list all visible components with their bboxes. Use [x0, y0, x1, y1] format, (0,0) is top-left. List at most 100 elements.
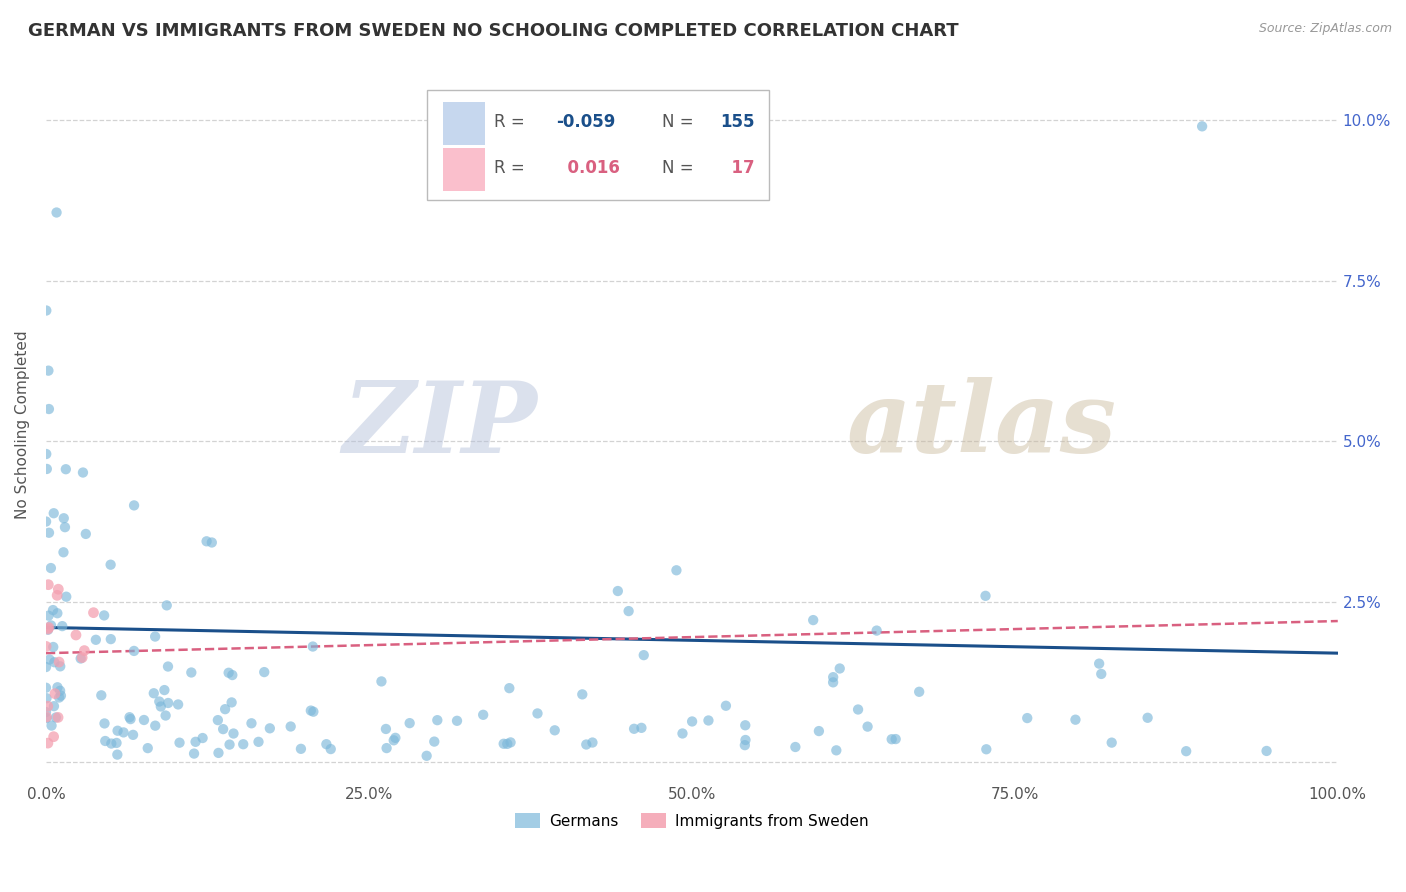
Point	[1175, 744, 1198, 758]
Point	[42, 730, 65, 744]
Point	[45, 710, 67, 724]
Point	[55, 462, 77, 476]
Point	[142, 686, 165, 700]
Point	[37, 623, 59, 637]
Point	[290, 742, 312, 756]
Point	[90, 688, 112, 702]
Point	[148, 694, 170, 708]
Point	[46, 606, 69, 620]
Point	[105, 736, 128, 750]
Point	[630, 721, 652, 735]
Point	[55, 590, 77, 604]
Point	[207, 746, 229, 760]
Point	[65, 628, 87, 642]
Point	[105, 747, 128, 762]
Point	[908, 685, 931, 699]
Point	[35, 711, 58, 725]
Point	[48, 655, 70, 669]
Point	[232, 737, 254, 751]
Point	[734, 718, 756, 732]
Point	[207, 713, 229, 727]
Point	[974, 589, 997, 603]
Point	[214, 702, 236, 716]
Point	[423, 734, 446, 748]
Point	[496, 737, 519, 751]
Point	[122, 644, 145, 658]
Point	[42, 640, 65, 654]
Point	[46, 588, 69, 602]
Point	[183, 747, 205, 761]
Text: 155: 155	[720, 113, 755, 131]
Point	[617, 604, 640, 618]
Point	[72, 466, 94, 480]
Point	[46, 582, 69, 597]
Point	[856, 720, 879, 734]
Point	[82, 606, 104, 620]
Point	[35, 710, 58, 724]
Point	[370, 674, 392, 689]
Point	[38, 525, 60, 540]
Point	[1101, 736, 1123, 750]
Point	[107, 723, 129, 738]
Point	[201, 535, 224, 549]
Point	[253, 665, 276, 679]
Point	[633, 648, 655, 662]
Point	[184, 735, 207, 749]
Point	[120, 712, 142, 726]
Point	[319, 742, 342, 756]
Point	[155, 708, 177, 723]
Point	[498, 681, 520, 695]
Point	[167, 698, 190, 712]
Point	[415, 748, 437, 763]
Point	[426, 713, 449, 727]
Text: GERMAN VS IMMIGRANTS FROM SWEDEN NO SCHOOLING COMPLETED CORRELATION CHART: GERMAN VS IMMIGRANTS FROM SWEDEN NO SCHO…	[28, 22, 959, 40]
Point	[122, 499, 145, 513]
Bar	[443, 148, 485, 191]
Point	[122, 728, 145, 742]
Point	[49, 683, 72, 698]
Point	[153, 683, 176, 698]
Point	[697, 714, 720, 728]
Point	[93, 608, 115, 623]
Point	[35, 640, 58, 654]
Point	[75, 527, 97, 541]
Text: 0.016: 0.016	[557, 160, 620, 178]
Point	[84, 632, 107, 647]
Point	[714, 698, 737, 713]
Point	[94, 734, 117, 748]
Point	[575, 738, 598, 752]
Point	[157, 696, 180, 710]
Point	[112, 725, 135, 739]
Point	[42, 506, 65, 520]
Point	[132, 713, 155, 727]
Point	[35, 515, 58, 529]
Point	[240, 716, 263, 731]
Bar	[443, 102, 485, 145]
Point	[976, 742, 998, 756]
Point	[734, 738, 756, 752]
Point	[39, 561, 62, 575]
Point	[218, 665, 240, 680]
Point	[37, 622, 59, 636]
Point	[671, 726, 693, 740]
Text: Source: ZipAtlas.com: Source: ZipAtlas.com	[1258, 22, 1392, 36]
Point	[35, 462, 58, 476]
Point	[191, 731, 214, 745]
Point	[221, 668, 243, 682]
Point	[315, 737, 337, 751]
Point	[446, 714, 468, 728]
Point	[35, 303, 58, 318]
Point	[42, 603, 65, 617]
Point	[801, 613, 824, 627]
Point	[880, 732, 903, 747]
Point	[100, 737, 122, 751]
Point	[259, 722, 281, 736]
Point	[1017, 711, 1039, 725]
Point	[156, 659, 179, 673]
Point	[35, 660, 58, 674]
Text: -0.059: -0.059	[557, 113, 616, 131]
Point	[53, 520, 76, 534]
Point	[472, 707, 495, 722]
Point	[828, 661, 851, 675]
Point	[301, 640, 323, 654]
